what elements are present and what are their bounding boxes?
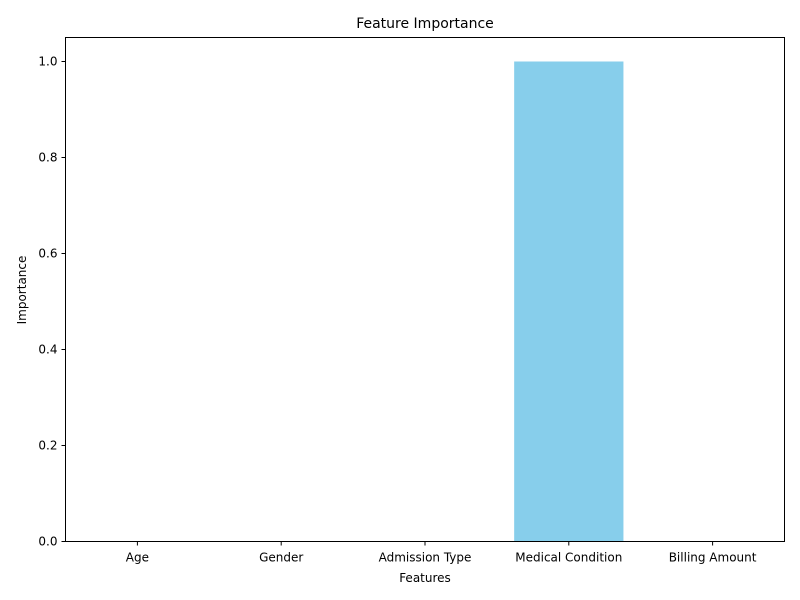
plot-frame bbox=[65, 37, 785, 542]
bars-group bbox=[514, 61, 624, 542]
y-tick-label-2: 0.4 bbox=[38, 343, 57, 357]
y-tick-label-4: 0.8 bbox=[38, 151, 57, 165]
y-tick-label-1: 0.2 bbox=[38, 439, 57, 453]
x-tick-label-3: Medical Condition bbox=[515, 551, 622, 565]
y-axis-ticks: 0.0 0.2 0.4 0.6 0.8 1.0 bbox=[38, 55, 66, 549]
y-axis-label: Importance bbox=[15, 256, 29, 325]
x-tick-label-0: Age bbox=[126, 551, 149, 565]
x-axis-label: Features bbox=[399, 571, 451, 585]
x-tick-label-2: Admission Type bbox=[379, 551, 472, 565]
x-axis-ticks: Age Gender Admission Type Medical Condition… bbox=[126, 541, 757, 565]
y-tick-label-0: 0.0 bbox=[38, 535, 57, 549]
x-tick-label-1: Gender bbox=[259, 551, 303, 565]
chart-title: Feature Importance bbox=[356, 16, 494, 32]
bar-3 bbox=[514, 61, 624, 542]
y-tick-label-3: 0.6 bbox=[38, 247, 57, 261]
y-tick-label-5: 1.0 bbox=[38, 55, 57, 69]
x-tick-label-4: Billing Amount bbox=[669, 551, 757, 565]
